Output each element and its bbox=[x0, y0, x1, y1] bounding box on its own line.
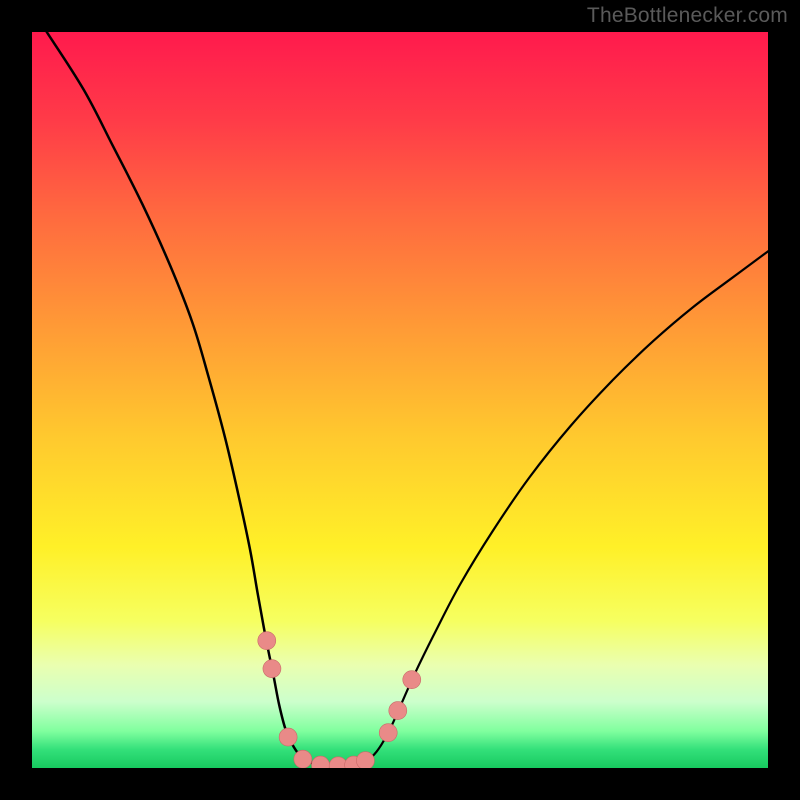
marker-dot bbox=[379, 724, 397, 742]
marker-dot bbox=[258, 632, 276, 650]
chart-svg bbox=[0, 0, 800, 800]
marker-dot bbox=[279, 728, 297, 746]
marker-dot bbox=[403, 671, 421, 689]
marker-dot bbox=[389, 702, 407, 720]
marker-dot bbox=[263, 660, 281, 678]
plot-area bbox=[32, 32, 768, 768]
chart-container: TheBottlenecker.com bbox=[0, 0, 800, 800]
marker-dot bbox=[294, 750, 312, 768]
watermark-text: TheBottlenecker.com bbox=[587, 4, 788, 28]
marker-dot bbox=[356, 752, 374, 770]
